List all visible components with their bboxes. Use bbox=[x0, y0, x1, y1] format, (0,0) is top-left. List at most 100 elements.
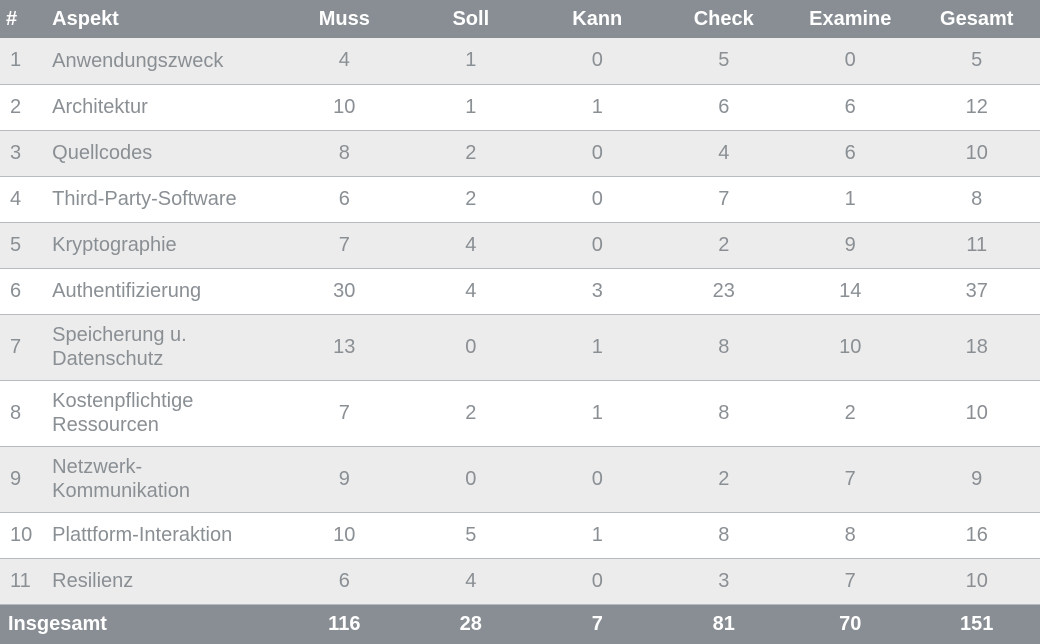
cell-muss: 30 bbox=[281, 268, 407, 314]
cell-gesamt: 10 bbox=[913, 130, 1040, 176]
cell-examine: 14 bbox=[787, 268, 913, 314]
cell-muss: 13 bbox=[281, 314, 407, 380]
aspekt-text: Architektur bbox=[52, 96, 148, 118]
cell-muss: 10 bbox=[281, 84, 407, 130]
cell-kann: 0 bbox=[534, 446, 660, 512]
cell-examine: 0 bbox=[787, 38, 913, 84]
footer-soll: 28 bbox=[408, 604, 534, 644]
cell-examine: 10 bbox=[787, 314, 913, 380]
cell-soll: 4 bbox=[408, 558, 534, 604]
cell-check: 8 bbox=[661, 314, 787, 380]
cell-aspekt: Quellcodes bbox=[44, 130, 281, 176]
header-kann: Kann bbox=[534, 0, 660, 38]
cell-num: 6 bbox=[0, 268, 44, 314]
cell-muss: 6 bbox=[281, 176, 407, 222]
cell-num: 1 bbox=[0, 38, 44, 84]
header-soll: Soll bbox=[408, 0, 534, 38]
table-row: 6Authentifizierung3043231437 bbox=[0, 268, 1040, 314]
cell-aspekt: Third-Party-Software bbox=[44, 176, 281, 222]
cell-kann: 0 bbox=[534, 38, 660, 84]
cell-kann: 0 bbox=[534, 176, 660, 222]
table-row: 9Netzwerk-Kommunikation900279 bbox=[0, 446, 1040, 512]
aspekt-text: Authentifizierung bbox=[52, 280, 201, 302]
cell-check: 23 bbox=[661, 268, 787, 314]
table-row: 4Third-Party-Software620718 bbox=[0, 176, 1040, 222]
cell-soll: 0 bbox=[408, 446, 534, 512]
cell-soll: 1 bbox=[408, 38, 534, 84]
cell-num: 5 bbox=[0, 222, 44, 268]
cell-check: 8 bbox=[661, 512, 787, 558]
cell-kann: 1 bbox=[534, 84, 660, 130]
aspekt-text: Plattform-Interaktion bbox=[52, 524, 232, 546]
cell-examine: 8 bbox=[787, 512, 913, 558]
cell-num: 2 bbox=[0, 84, 44, 130]
cell-gesamt: 18 bbox=[913, 314, 1040, 380]
cell-gesamt: 9 bbox=[913, 446, 1040, 512]
table-row: 11Resilienz6403710 bbox=[0, 558, 1040, 604]
cell-muss: 10 bbox=[281, 512, 407, 558]
cell-examine: 1 bbox=[787, 176, 913, 222]
cell-aspekt: Kryptographie bbox=[44, 222, 281, 268]
footer-muss: 116 bbox=[281, 604, 407, 644]
cell-check: 6 bbox=[661, 84, 787, 130]
header-check: Check bbox=[661, 0, 787, 38]
cell-soll: 2 bbox=[408, 176, 534, 222]
table-row: 5Kryptographie7402911 bbox=[0, 222, 1040, 268]
cell-aspekt: Plattform-Interaktion bbox=[44, 512, 281, 558]
cell-muss: 4 bbox=[281, 38, 407, 84]
table-row: 2Architektur10116612 bbox=[0, 84, 1040, 130]
aspekt-text: Speicherung u. Datenschutz bbox=[52, 324, 187, 370]
header-examine: Examine bbox=[787, 0, 913, 38]
cell-examine: 9 bbox=[787, 222, 913, 268]
cell-num: 10 bbox=[0, 512, 44, 558]
table-row: 1Anwendungszweck410505 bbox=[0, 38, 1040, 84]
cell-check: 7 bbox=[661, 176, 787, 222]
cell-muss: 7 bbox=[281, 222, 407, 268]
cell-soll: 1 bbox=[408, 84, 534, 130]
cell-gesamt: 5 bbox=[913, 38, 1040, 84]
cell-gesamt: 12 bbox=[913, 84, 1040, 130]
cell-aspekt: Anwendungszweck bbox=[44, 38, 281, 84]
cell-aspekt: Netzwerk-Kommunikation bbox=[44, 446, 281, 512]
table-row: 7Speicherung u. Datenschutz130181018 bbox=[0, 314, 1040, 380]
aspekt-text: Kryptographie bbox=[52, 234, 177, 256]
cell-kann: 0 bbox=[534, 558, 660, 604]
cell-num: 8 bbox=[0, 380, 44, 446]
cell-num: 3 bbox=[0, 130, 44, 176]
table-row: 10Plattform-Interaktion10518816 bbox=[0, 512, 1040, 558]
cell-kann: 1 bbox=[534, 314, 660, 380]
cell-soll: 4 bbox=[408, 222, 534, 268]
cell-check: 3 bbox=[661, 558, 787, 604]
table-body: 1Anwendungszweck4105052Architektur101166… bbox=[0, 38, 1040, 604]
cell-aspekt: Speicherung u. Datenschutz bbox=[44, 314, 281, 380]
cell-soll: 5 bbox=[408, 512, 534, 558]
cell-soll: 0 bbox=[408, 314, 534, 380]
aspekt-text: Third-Party-Software bbox=[52, 188, 237, 210]
header-aspekt: Aspekt bbox=[44, 0, 281, 38]
cell-kann: 0 bbox=[534, 130, 660, 176]
cell-examine: 2 bbox=[787, 380, 913, 446]
footer-check: 81 bbox=[661, 604, 787, 644]
cell-check: 8 bbox=[661, 380, 787, 446]
cell-check: 5 bbox=[661, 38, 787, 84]
cell-kann: 3 bbox=[534, 268, 660, 314]
cell-aspekt: Resilienz bbox=[44, 558, 281, 604]
cell-gesamt: 10 bbox=[913, 558, 1040, 604]
aspekt-text: Resilienz bbox=[52, 570, 133, 592]
footer-kann: 7 bbox=[534, 604, 660, 644]
cell-num: 4 bbox=[0, 176, 44, 222]
footer-examine: 70 bbox=[787, 604, 913, 644]
cell-examine: 7 bbox=[787, 446, 913, 512]
cell-num: 9 bbox=[0, 446, 44, 512]
cell-gesamt: 11 bbox=[913, 222, 1040, 268]
cell-check: 4 bbox=[661, 130, 787, 176]
cell-gesamt: 10 bbox=[913, 380, 1040, 446]
cell-kann: 1 bbox=[534, 380, 660, 446]
aspekt-text: Netzwerk-Kommunikation bbox=[52, 456, 190, 502]
header-gesamt: Gesamt bbox=[913, 0, 1040, 38]
footer-gesamt: 151 bbox=[913, 604, 1040, 644]
cell-muss: 6 bbox=[281, 558, 407, 604]
cell-muss: 9 bbox=[281, 446, 407, 512]
cell-aspekt: Authentifizierung bbox=[44, 268, 281, 314]
footer-label: Insgesamt bbox=[0, 604, 281, 644]
